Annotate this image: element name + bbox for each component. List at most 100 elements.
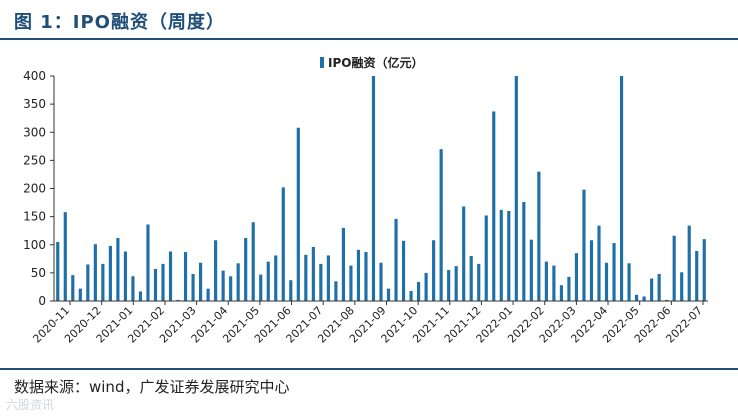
bar	[401, 240, 406, 301]
bar	[116, 238, 120, 301]
bar	[349, 265, 353, 301]
bar	[123, 251, 127, 301]
bar	[251, 222, 255, 301]
legend-swatch	[320, 57, 324, 68]
bar	[469, 256, 473, 301]
bar	[379, 262, 383, 301]
bar	[394, 218, 398, 302]
bar	[529, 239, 533, 301]
bar	[687, 225, 691, 302]
bar	[627, 263, 631, 301]
bar	[199, 262, 203, 301]
bar	[183, 252, 188, 301]
bar	[409, 290, 413, 302]
bar	[101, 263, 105, 302]
x-axis: 2020-112020-122021-012021-022021-032021-…	[30, 300, 708, 346]
bar	[552, 265, 556, 301]
y-tick-label: 0	[38, 294, 46, 308]
bar	[522, 202, 526, 301]
bar	[417, 281, 421, 302]
bar	[492, 111, 496, 301]
bar	[559, 285, 563, 301]
bar	[108, 245, 112, 302]
bar	[635, 294, 639, 301]
bar	[161, 263, 165, 302]
bar	[657, 274, 661, 301]
bar	[650, 278, 654, 301]
bar	[462, 206, 466, 301]
bar	[574, 253, 579, 301]
bar	[311, 247, 315, 301]
bar	[304, 254, 308, 302]
bar	[454, 266, 458, 302]
bar	[146, 224, 150, 301]
y-tick-label: 150	[23, 210, 46, 224]
bar	[432, 240, 436, 301]
bar	[214, 240, 218, 301]
bar	[63, 212, 67, 302]
bar	[266, 261, 270, 302]
bar	[544, 261, 548, 302]
bar	[642, 296, 646, 301]
source-divider	[0, 368, 738, 370]
bar	[274, 255, 278, 301]
bar	[604, 262, 609, 301]
bar	[507, 211, 511, 301]
bar	[499, 209, 503, 302]
bar	[702, 239, 706, 302]
bar	[259, 274, 263, 301]
bar	[567, 276, 571, 301]
bar	[356, 249, 361, 301]
title-divider	[0, 38, 738, 40]
y-tick-label: 250	[23, 153, 46, 167]
bar	[371, 76, 376, 301]
legend-label: IPO融资（亿元）	[328, 55, 423, 70]
bar	[168, 251, 173, 301]
bar	[680, 272, 684, 301]
bar	[289, 280, 293, 301]
watermark-logo: 六股资讯	[6, 398, 55, 412]
bar	[484, 215, 488, 301]
bar	[319, 263, 323, 302]
bar	[439, 149, 443, 302]
y-tick-label: 350	[23, 97, 46, 111]
bar	[71, 275, 75, 302]
bar	[138, 291, 143, 301]
y-axis: 0 50 100 150 200 250 300 350 400	[23, 69, 55, 308]
y-tick-label: 300	[23, 125, 46, 139]
figure-title: 图 1：IPO融资（周度）	[14, 12, 225, 33]
bar	[191, 274, 195, 301]
bar	[86, 264, 90, 301]
bar	[597, 225, 601, 302]
bar	[672, 235, 676, 301]
bar	[537, 171, 541, 302]
bar	[244, 238, 248, 301]
source-note: 数据来源：wind，广发证券发展研究中心	[14, 378, 290, 396]
bar	[229, 276, 233, 301]
bar	[221, 270, 225, 302]
bar	[695, 250, 699, 301]
bar	[619, 76, 624, 301]
bar	[589, 240, 594, 301]
bar	[56, 241, 60, 301]
bar	[176, 299, 180, 302]
bar	[424, 272, 428, 302]
bar	[153, 268, 158, 301]
bar	[386, 288, 391, 302]
bar	[236, 263, 240, 301]
ipo-bar-chart: IPO融资（亿元） 0 50 100 150 200 250 300 350 400 2020-…	[23, 55, 708, 346]
bar	[281, 187, 285, 302]
bar	[206, 288, 210, 302]
y-tick-label: 50	[31, 266, 46, 280]
bar	[582, 189, 586, 302]
bar	[93, 244, 97, 301]
chart-legend: IPO融资（亿元）	[320, 55, 423, 70]
bar	[665, 299, 669, 302]
bar	[296, 127, 300, 301]
bar	[78, 288, 82, 302]
bar	[364, 252, 368, 301]
bar	[447, 270, 451, 301]
bar	[131, 276, 135, 301]
bar	[326, 255, 330, 301]
bar	[612, 243, 616, 301]
